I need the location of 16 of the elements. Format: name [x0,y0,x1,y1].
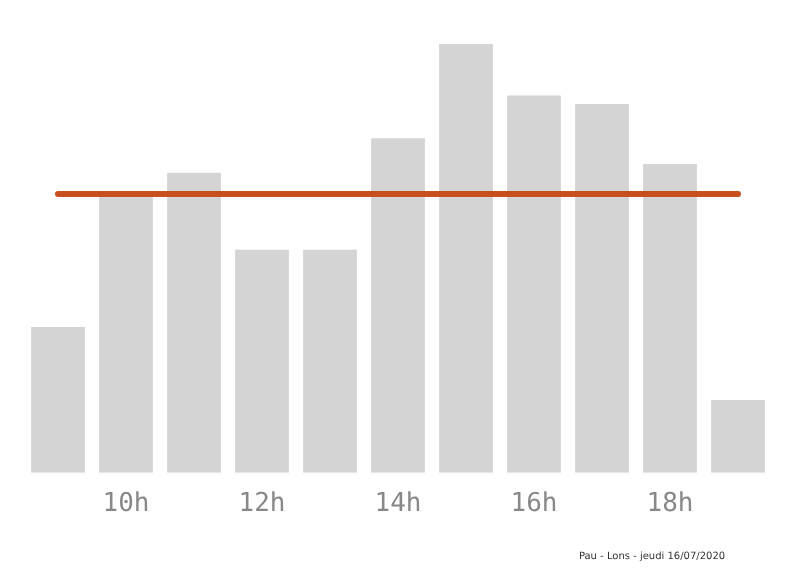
bar [507,95,561,473]
bar [643,164,697,473]
bar [31,327,85,473]
bar [711,399,765,473]
x-tick-label: 12h [238,489,286,520]
bar [575,104,629,473]
bar [439,44,493,473]
bar [235,249,289,473]
bar [167,172,221,473]
x-tick-label: 10h [102,489,150,520]
bar [371,138,425,473]
x-tick-label: 16h [510,489,558,520]
x-tick-label: 18h [646,489,694,520]
bar [99,194,153,473]
bar [303,249,357,473]
x-tick-label: 14h [374,489,422,520]
